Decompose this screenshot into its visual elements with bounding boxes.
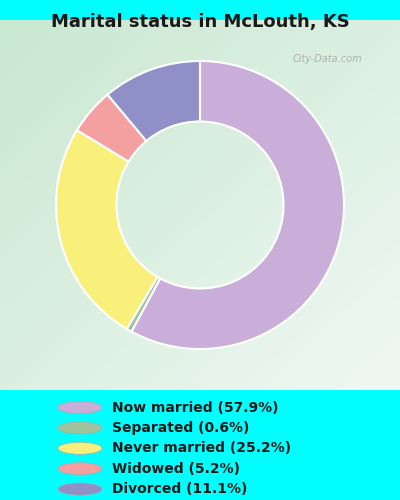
Circle shape	[58, 402, 102, 413]
Circle shape	[58, 442, 102, 454]
Wedge shape	[132, 61, 344, 349]
Wedge shape	[127, 277, 160, 332]
Text: Separated (0.6%): Separated (0.6%)	[112, 421, 249, 435]
Text: Widowed (5.2%): Widowed (5.2%)	[112, 462, 240, 475]
Text: Never married (25.2%): Never married (25.2%)	[112, 442, 291, 456]
Wedge shape	[108, 61, 200, 141]
Wedge shape	[56, 130, 158, 329]
Text: Divorced (11.1%): Divorced (11.1%)	[112, 482, 247, 496]
Wedge shape	[77, 94, 146, 162]
Text: Marital status in McLouth, KS: Marital status in McLouth, KS	[51, 12, 349, 30]
Circle shape	[58, 462, 102, 474]
Text: Now married (57.9%): Now married (57.9%)	[112, 400, 278, 414]
Circle shape	[58, 483, 102, 495]
Circle shape	[58, 422, 102, 434]
Text: City-Data.com: City-Data.com	[292, 54, 362, 64]
